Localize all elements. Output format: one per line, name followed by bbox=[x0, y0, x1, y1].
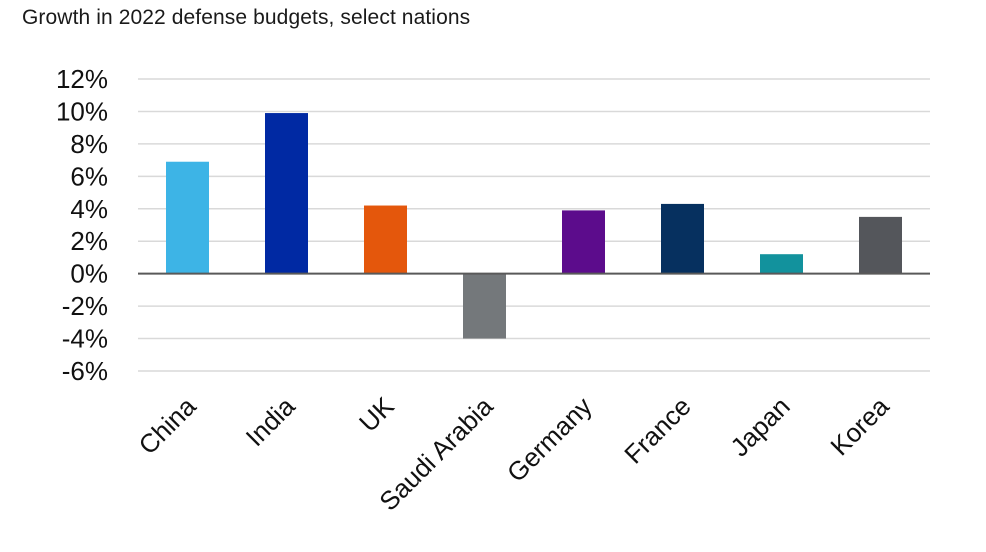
bar-saudi-arabia bbox=[463, 273, 506, 339]
bar-korea bbox=[859, 216, 902, 274]
bar-india bbox=[265, 113, 308, 274]
y-tick-label: -6% bbox=[62, 356, 108, 386]
y-tick-label: 6% bbox=[70, 161, 108, 191]
x-tick-label: France bbox=[618, 391, 696, 469]
bars bbox=[166, 113, 902, 339]
x-tick-label: Korea bbox=[824, 391, 895, 462]
chart-title: Growth in 2022 defense budgets, select n… bbox=[22, 6, 471, 29]
y-tick-label: 10% bbox=[56, 96, 108, 126]
y-tick-label: 4% bbox=[70, 194, 108, 224]
y-tick-label: 2% bbox=[70, 226, 108, 256]
bar-france bbox=[661, 203, 704, 274]
bar-germany bbox=[562, 210, 605, 274]
bar-japan bbox=[760, 254, 803, 274]
x-tick-label: India bbox=[240, 391, 301, 452]
bar-china bbox=[166, 161, 209, 274]
x-tick-label: UK bbox=[353, 391, 400, 438]
gridlines bbox=[138, 78, 930, 372]
y-tick-label: 8% bbox=[70, 129, 108, 159]
bar-uk bbox=[364, 205, 407, 274]
y-tick-label: 0% bbox=[70, 259, 108, 289]
x-tick-label: China bbox=[132, 391, 202, 461]
y-tick-label: -4% bbox=[62, 324, 108, 354]
y-tick-label: -2% bbox=[62, 291, 108, 321]
x-tick-label: Germany bbox=[501, 391, 598, 488]
x-tick-label: Japan bbox=[724, 391, 795, 462]
y-tick-label: 12% bbox=[56, 64, 108, 94]
y-axis-ticks: 12%10%8%6%4%2%0%-2%-4%-6% bbox=[56, 64, 108, 386]
